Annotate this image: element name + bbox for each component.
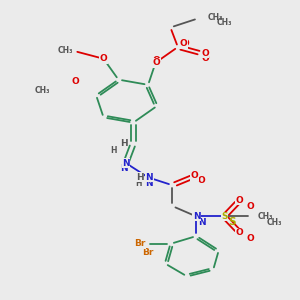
Text: H: H xyxy=(135,179,142,188)
Text: N: N xyxy=(193,212,200,221)
Text: O: O xyxy=(246,234,254,243)
Text: N: N xyxy=(120,164,128,173)
Text: O: O xyxy=(246,202,254,211)
Text: O: O xyxy=(235,228,243,237)
Text: H: H xyxy=(120,139,128,148)
Text: CH₃: CH₃ xyxy=(267,218,283,227)
Text: H: H xyxy=(136,173,144,182)
Text: O: O xyxy=(152,56,160,64)
Text: O: O xyxy=(235,196,243,205)
Text: CH₃: CH₃ xyxy=(58,46,73,56)
Text: O: O xyxy=(197,176,205,185)
Text: CH₃: CH₃ xyxy=(208,13,223,22)
Text: N: N xyxy=(122,158,130,167)
Text: N: N xyxy=(198,218,206,227)
Text: O: O xyxy=(71,77,79,86)
Text: N: N xyxy=(146,173,153,182)
Text: CH₃: CH₃ xyxy=(258,212,273,221)
Text: S: S xyxy=(221,212,228,221)
Text: O: O xyxy=(191,171,199,180)
Text: N: N xyxy=(146,179,153,188)
Text: Br: Br xyxy=(142,248,154,257)
Text: Br: Br xyxy=(134,239,146,248)
Text: O: O xyxy=(201,54,209,63)
Text: O: O xyxy=(182,39,189,48)
Text: CH₃: CH₃ xyxy=(34,85,50,94)
Text: S: S xyxy=(228,218,236,227)
Text: CH₃: CH₃ xyxy=(217,18,233,27)
Text: O: O xyxy=(100,54,107,63)
Text: O: O xyxy=(180,39,187,48)
Text: O: O xyxy=(152,58,160,67)
Text: O: O xyxy=(201,49,209,58)
Text: H: H xyxy=(110,146,117,154)
